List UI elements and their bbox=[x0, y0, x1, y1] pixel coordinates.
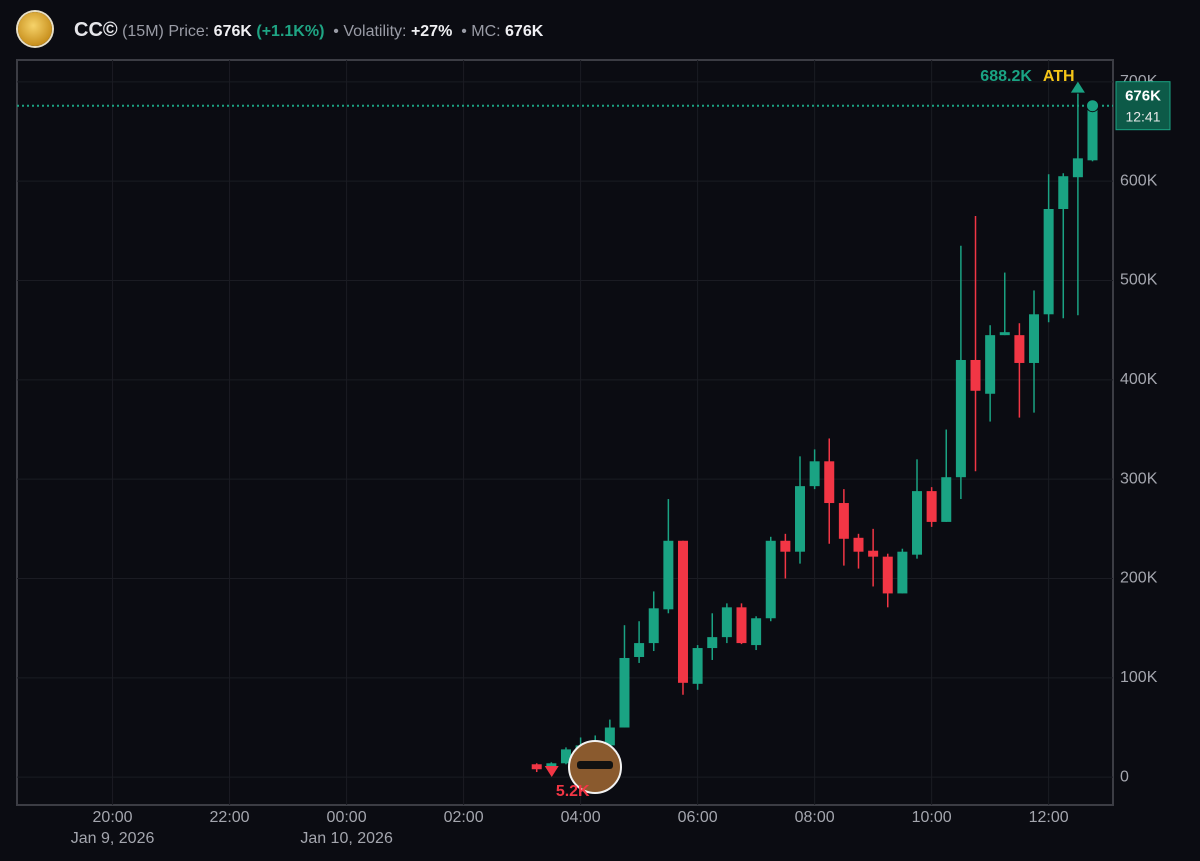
candle-body bbox=[692, 648, 703, 684]
candle-body bbox=[794, 486, 805, 552]
candle-body bbox=[736, 607, 747, 644]
change: (+1.1K%) bbox=[256, 23, 325, 40]
candle-body bbox=[941, 477, 952, 522]
candle-body bbox=[751, 618, 762, 646]
y-tick-label: 400K bbox=[1120, 371, 1158, 388]
candle-body bbox=[985, 335, 996, 394]
mc-label: • MC: bbox=[461, 23, 501, 40]
x-tick-label: 00:00 bbox=[327, 809, 367, 826]
price-box bbox=[1115, 81, 1171, 131]
y-tick-label: 100K bbox=[1120, 669, 1158, 686]
candle-body bbox=[853, 537, 864, 552]
candle-body bbox=[926, 491, 937, 522]
ath-arrow bbox=[1070, 81, 1085, 93]
plot-frame bbox=[16, 59, 1114, 806]
price-box-countdown: 12:41 bbox=[1125, 108, 1160, 124]
atl-arrow bbox=[544, 766, 559, 778]
y-tick-label: 300K bbox=[1120, 470, 1158, 487]
x-tick-label: 22:00 bbox=[210, 809, 250, 826]
price-label: Price: bbox=[168, 23, 210, 40]
candle-body bbox=[838, 503, 849, 539]
candle-body bbox=[1058, 176, 1069, 209]
volatility-label: • Volatility: bbox=[333, 23, 407, 40]
y-tick-label: 500K bbox=[1120, 272, 1158, 289]
candle-body bbox=[663, 540, 674, 610]
y-tick-label: 0 bbox=[1120, 768, 1129, 785]
candle-body bbox=[677, 540, 688, 683]
x-tick-label: 04:00 bbox=[561, 809, 601, 826]
ath-text: ATH bbox=[1043, 68, 1075, 85]
ath-value: 688.2K bbox=[980, 68, 1032, 85]
candle-body bbox=[912, 491, 923, 555]
candle-body bbox=[1029, 314, 1040, 363]
interval: (15M) bbox=[122, 23, 164, 40]
y-tick-label: 200K bbox=[1120, 570, 1158, 587]
header: CC© (15M) Price: 676K (+1.1K%) • Volatil… bbox=[0, 0, 1200, 60]
avatar-glasses bbox=[577, 761, 613, 769]
y-tick-label: 600K bbox=[1120, 172, 1158, 189]
x-tick-label: 12:00 bbox=[1029, 809, 1069, 826]
candle-body bbox=[619, 657, 630, 728]
candle-body bbox=[1014, 335, 1025, 363]
candle-body bbox=[707, 637, 718, 649]
candle-body bbox=[809, 461, 820, 487]
volatility: +27% bbox=[410, 23, 453, 40]
candle-body bbox=[604, 727, 615, 746]
token-logo bbox=[18, 12, 52, 46]
candle-body bbox=[1072, 158, 1083, 178]
x-date-label: Jan 9, 2026 bbox=[71, 830, 155, 847]
candle-body bbox=[970, 359, 981, 391]
candle-body bbox=[546, 763, 557, 768]
candle-body bbox=[721, 607, 732, 638]
x-tick-label: 06:00 bbox=[678, 809, 718, 826]
price: 676K bbox=[213, 23, 252, 40]
header-row: CC© (15M) Price: 676K (+1.1K%) • Volatil… bbox=[74, 19, 543, 42]
candle-body bbox=[882, 556, 893, 594]
candle-body bbox=[897, 551, 908, 594]
x-date-label: Jan 10, 2026 bbox=[300, 830, 393, 847]
candle-body bbox=[1087, 105, 1098, 161]
candle-body bbox=[999, 332, 1010, 336]
price-box-value: 676K bbox=[1125, 88, 1161, 105]
mc: 676K bbox=[505, 23, 544, 40]
x-tick-label: 08:00 bbox=[795, 809, 835, 826]
x-tick-label: 20:00 bbox=[93, 809, 133, 826]
candle-body bbox=[868, 550, 879, 557]
price-dot bbox=[1086, 99, 1100, 113]
x-tick-label: 02:00 bbox=[444, 809, 484, 826]
atl-value: 5.2K bbox=[556, 783, 590, 800]
candle-body bbox=[824, 461, 835, 504]
candle-body bbox=[955, 359, 966, 478]
candle-body bbox=[765, 540, 776, 619]
symbol: CC© bbox=[74, 19, 118, 41]
candle-body bbox=[648, 608, 659, 644]
candle-body bbox=[531, 764, 542, 770]
candle-body bbox=[560, 749, 571, 764]
candle-body bbox=[634, 643, 645, 657]
candle-body bbox=[1043, 209, 1054, 315]
x-tick-label: 10:00 bbox=[912, 809, 952, 826]
candle-body bbox=[780, 540, 791, 552]
